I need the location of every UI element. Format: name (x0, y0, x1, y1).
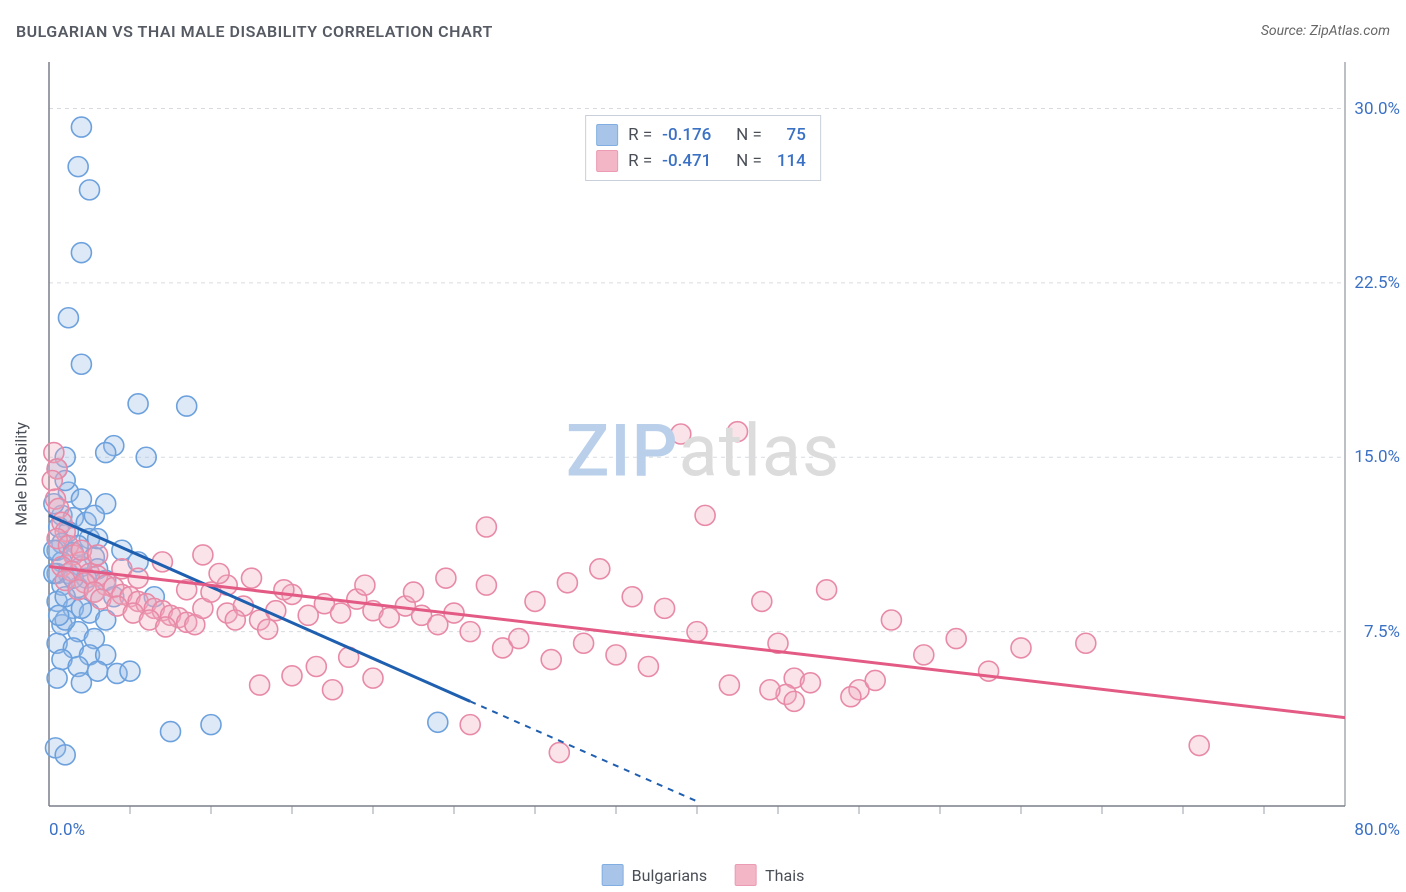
swatch-bulgarians (596, 124, 618, 146)
legend-row-bulgarians: R = -0.176 N = 75 (596, 122, 806, 148)
swatch-bulgarians (602, 864, 624, 886)
y-tick-label: 7.5% (1364, 622, 1400, 642)
legend-n-value-0: 75 (772, 125, 806, 145)
legend-item-thais: Thais (735, 864, 804, 886)
legend-n-label: N = (736, 125, 762, 145)
scatter-chart (0, 56, 1406, 892)
legend-r-label: R = (628, 125, 652, 145)
legend-label-1: Thais (765, 866, 804, 885)
legend-label-0: Bulgarians (632, 866, 707, 885)
legend-n-label: N = (736, 151, 762, 171)
source-label: Source: ZipAtlas.com (1261, 23, 1390, 39)
correlation-legend: R = -0.176 N = 75 R = -0.471 N = 114 (585, 115, 821, 181)
legend-row-thais: R = -0.471 N = 114 (596, 148, 806, 174)
x-tick-min: 0.0% (49, 820, 85, 840)
y-axis-label: Male Disability (12, 422, 31, 526)
series-legend: Bulgarians Thais (602, 864, 805, 886)
swatch-thais (735, 864, 757, 886)
y-tick-label: 22.5% (1354, 273, 1400, 293)
x-tick-max: 80.0% (1354, 820, 1400, 840)
legend-r-label: R = (628, 151, 652, 171)
legend-r-value-0: -0.176 (662, 125, 726, 145)
chart-area: Male Disability ZIPatlas R = -0.176 N = … (0, 56, 1406, 892)
legend-n-value-1: 114 (772, 151, 806, 171)
y-tick-label: 30.0% (1354, 99, 1400, 119)
y-tick-label: 15.0% (1354, 447, 1400, 467)
legend-item-bulgarians: Bulgarians (602, 864, 707, 886)
legend-r-value-1: -0.471 (662, 151, 726, 171)
swatch-thais (596, 150, 618, 172)
chart-title: BULGARIAN VS THAI MALE DISABILITY CORREL… (16, 22, 493, 41)
